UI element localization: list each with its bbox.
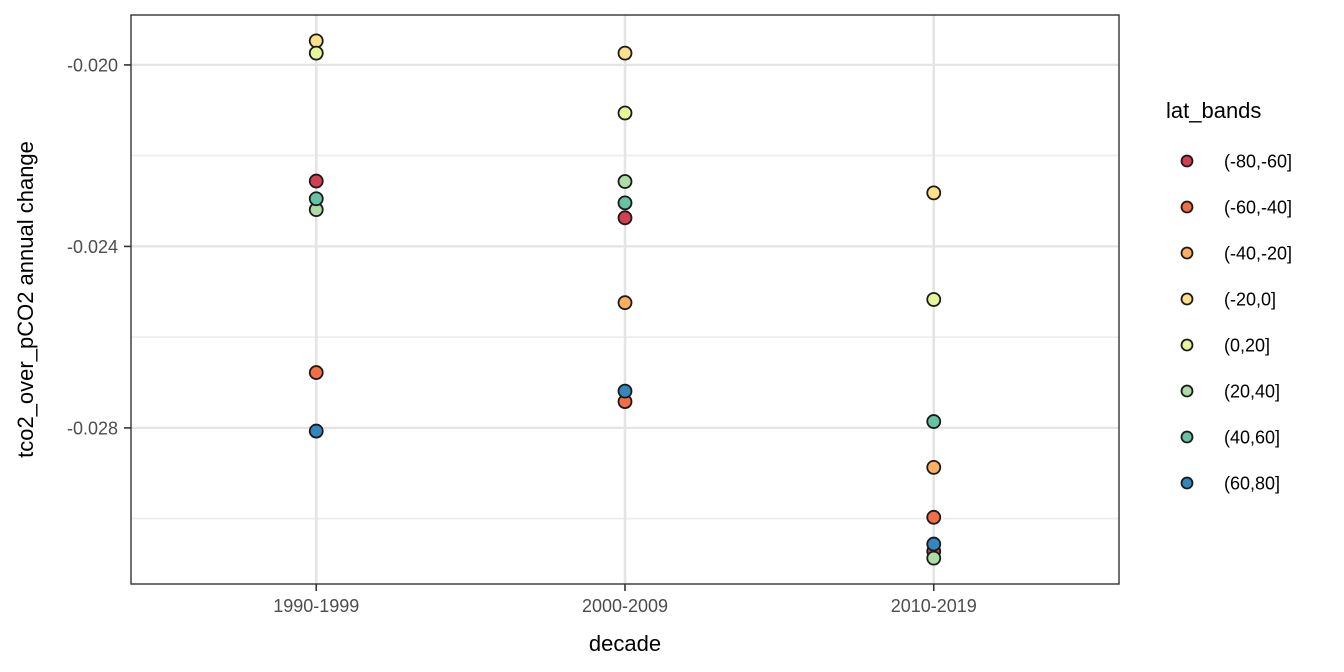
- point-(60,80]-2010-2019: [926, 536, 942, 552]
- legend-key-(0,20]: [1180, 338, 1194, 352]
- legend-label-(-20,0]: (-20,0]: [1224, 290, 1276, 310]
- point-(40,60]-1990-1999: [308, 191, 324, 207]
- legend-label-(-80,-60]: (-80,-60]: [1224, 152, 1292, 172]
- legend-label-(40,60]: (40,60]: [1224, 428, 1280, 448]
- axis-ticks: -0.020 -0.024 -0.028 1990-1999 2000-2009 2010…: [67, 55, 977, 616]
- point-(-20,0]-1990-1999: [308, 33, 324, 49]
- legend-label-(-40,-20]: (-40,-20]: [1224, 244, 1292, 264]
- point-(-80,-60]-2000-2009: [617, 210, 633, 226]
- point-(60,80]-2000-2009: [617, 383, 633, 399]
- legend-label-(20,40]: (20,40]: [1224, 382, 1280, 402]
- point-(-60,-40]-1990-1999: [308, 365, 324, 380]
- point-(0,20]-1990-1999: [308, 45, 324, 61]
- point-(-40,-20]-2000-2009: [617, 295, 633, 311]
- legend-key-(40,60]: [1180, 430, 1194, 444]
- y-tick-label: -0.028: [67, 418, 118, 438]
- legend: (-80,-60] (-60,-40] (-40,-20] (-20,0] (0,20]…: [1180, 152, 1292, 494]
- legend-label-(-60,-40]: (-60,-40]: [1224, 198, 1292, 218]
- point-(60,80]-1990-1999: [308, 423, 324, 439]
- data-points: [308, 33, 942, 566]
- legend-key-(20,40]: [1180, 384, 1194, 398]
- point-(-20,0]-2000-2009: [617, 45, 633, 61]
- legend-label-(0,20]: (0,20]: [1224, 336, 1270, 356]
- legend-title: lat_bands: [1166, 98, 1261, 123]
- point-(-60,-40]-2010-2019: [926, 509, 942, 525]
- legend-key-(-60,-40]: [1180, 200, 1194, 214]
- legend-key-(60,80]: [1180, 476, 1194, 490]
- x-tick-label: 2000-2009: [582, 596, 668, 616]
- point-(-80,-60]-1990-1999: [308, 173, 324, 189]
- point-(40,60]-2000-2009: [617, 195, 633, 211]
- x-axis-title: decade: [589, 631, 661, 656]
- legend-key-(-20,0]: [1180, 292, 1194, 306]
- y-tick-label: -0.020: [67, 55, 118, 75]
- point-(20,40]-2010-2019: [926, 550, 942, 566]
- legend-label-(60,80]: (60,80]: [1224, 474, 1280, 494]
- point-(0,20]-2010-2019: [926, 292, 942, 307]
- point-(0,20]-2000-2009: [617, 105, 633, 121]
- point-(20,40]-2000-2009: [617, 174, 633, 189]
- legend-key-(-40,-20]: [1180, 246, 1194, 260]
- point-(40,60]-2010-2019: [926, 414, 942, 429]
- point-(-40,-20]-2010-2019: [926, 459, 942, 475]
- y-axis-title: tco2_over_pCO2 annual change: [13, 141, 38, 458]
- x-tick-label: 2010-2019: [891, 596, 977, 616]
- x-tick-label: 1990-1999: [273, 596, 359, 616]
- legend-key-(-80,-60]: [1180, 154, 1194, 168]
- point-(-20,0]-2010-2019: [926, 185, 942, 201]
- y-tick-label: -0.024: [67, 237, 118, 257]
